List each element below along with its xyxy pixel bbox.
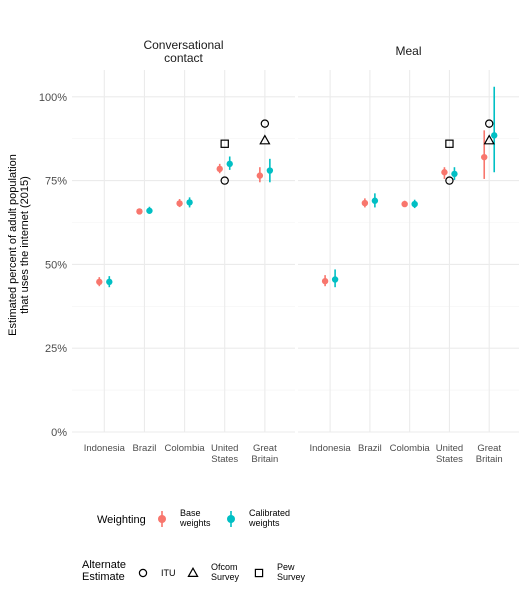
y-tick-label: 0% (51, 427, 67, 439)
x-tick-label: United States (436, 443, 463, 465)
panel-0: Conversational contact Indonesia Brazil Colo… (72, 38, 295, 465)
x-tick-label-line: Britain (251, 454, 278, 465)
y-axis-title-line: that uses the internet (2015) (19, 176, 31, 314)
x-tick-label: Indonesia (309, 443, 351, 454)
x-tick-label: Great Britain (476, 443, 503, 465)
legend-alternate-key-triangle (187, 566, 199, 578)
calibrated-point (491, 132, 498, 139)
legend-alternate-label: Pew Survey (277, 562, 306, 582)
x-tick-label: United States (211, 443, 238, 465)
legend-weighting-key-point (227, 515, 235, 523)
legend-weighting-label: Calibrated weights (248, 508, 290, 528)
legend-alternate-title: Alternate Estimate (82, 559, 126, 583)
legend-alternate-label-line: Pew (277, 562, 295, 572)
panel-title-line: Meal (395, 44, 421, 58)
x-tick-label: Brazil (133, 443, 157, 454)
x-tick-label-line: States (211, 454, 238, 465)
panel-title-line: Conversational (143, 38, 223, 52)
alt-estimate-circle (485, 119, 494, 128)
alt-estimate-triangle (259, 134, 271, 145)
base-point (401, 200, 408, 208)
base-point (441, 169, 448, 176)
x-tick-label-line: Brazil (358, 443, 382, 454)
base-point (176, 200, 183, 207)
legend-weighting-label-line: weights (248, 518, 280, 528)
legend-weighting-label-line: Base (180, 508, 201, 518)
panel-title: Conversational contact (143, 38, 223, 65)
x-tick-label: Great Britain (251, 443, 278, 465)
alt-estimate-square (220, 139, 229, 148)
legend-weighting-label: Base weights (179, 508, 211, 528)
x-tick-label-line: States (436, 454, 463, 465)
legend-weighting-label-line: weights (179, 518, 211, 528)
panel-title-line: contact (164, 51, 203, 65)
calibrated-point (266, 167, 274, 174)
calibrated-point (106, 278, 113, 286)
alt-estimate-square (445, 139, 454, 148)
x-tick-label-line: Indonesia (84, 443, 126, 454)
x-tick-label-line: Great (253, 443, 277, 454)
alt-estimate-circle (445, 176, 454, 185)
y-tick-label: 75% (45, 176, 67, 188)
legend-alternate-label-line: Survey (211, 572, 240, 582)
calibrated-point (331, 276, 339, 283)
legend-weighting-label-line: Calibrated (249, 508, 290, 518)
base-point (136, 208, 143, 215)
base-point (321, 277, 329, 285)
calibrated-point (451, 170, 458, 178)
x-tick-label-line: Indonesia (309, 443, 351, 454)
legend-alternate-label: ITU (161, 568, 176, 578)
panel-title: Meal (395, 44, 421, 58)
legend-alternate-key-square (254, 568, 264, 578)
legend-alternate-label: Ofcom Survey (211, 562, 240, 582)
y-tick-label: 100% (39, 92, 67, 104)
x-tick-label-line: United (436, 443, 463, 454)
legend-alternate-label-line: Survey (277, 572, 306, 582)
y-tick-label: 50% (45, 259, 67, 271)
alt-estimate-circle (260, 119, 270, 128)
y-tick-label: 25% (45, 343, 67, 355)
x-tick-label-line: United (211, 443, 238, 454)
panel-1: Meal Indonesia Brazil Colombia United States G… (298, 44, 519, 465)
legend-alternate-label-line: ITU (161, 568, 176, 578)
legend-alternate-label-line: Ofcom (211, 562, 238, 572)
x-tick-label: Colombia (390, 443, 431, 454)
x-tick-label-line: Colombia (390, 443, 431, 454)
calibrated-point (411, 200, 418, 208)
alt-estimate-circle (220, 176, 229, 185)
y-axis-title-line: Estimated percent of adult population (7, 154, 19, 336)
x-tick-label-line: Britain (476, 454, 503, 465)
x-tick-label-line: Brazil (133, 443, 157, 454)
legend-weighting-title: Weighting (97, 514, 146, 526)
x-tick-label: Brazil (358, 443, 382, 454)
base-point (256, 172, 264, 179)
legend-weighting-key-point (158, 515, 166, 523)
x-tick-label-line: Great (477, 443, 501, 454)
legend-alternate-key-circle (138, 568, 148, 578)
calibrated-point (226, 160, 233, 168)
legend-alternate-title-line: Alternate (82, 559, 126, 571)
x-tick-label: Indonesia (84, 443, 126, 454)
base-point (481, 153, 488, 161)
calibrated-point (146, 207, 153, 214)
alt-estimate-triangle (483, 134, 495, 145)
calibrated-point (371, 197, 379, 204)
base-point (361, 199, 369, 207)
x-tick-label: Colombia (165, 443, 206, 454)
legend-alternate-title-line: Estimate (82, 571, 125, 583)
x-tick-label-line: Colombia (165, 443, 206, 454)
base-point (216, 165, 223, 173)
base-point (96, 278, 103, 286)
y-axis-title: Estimated percent of adult populationtha… (7, 154, 31, 336)
calibrated-point (186, 199, 193, 206)
